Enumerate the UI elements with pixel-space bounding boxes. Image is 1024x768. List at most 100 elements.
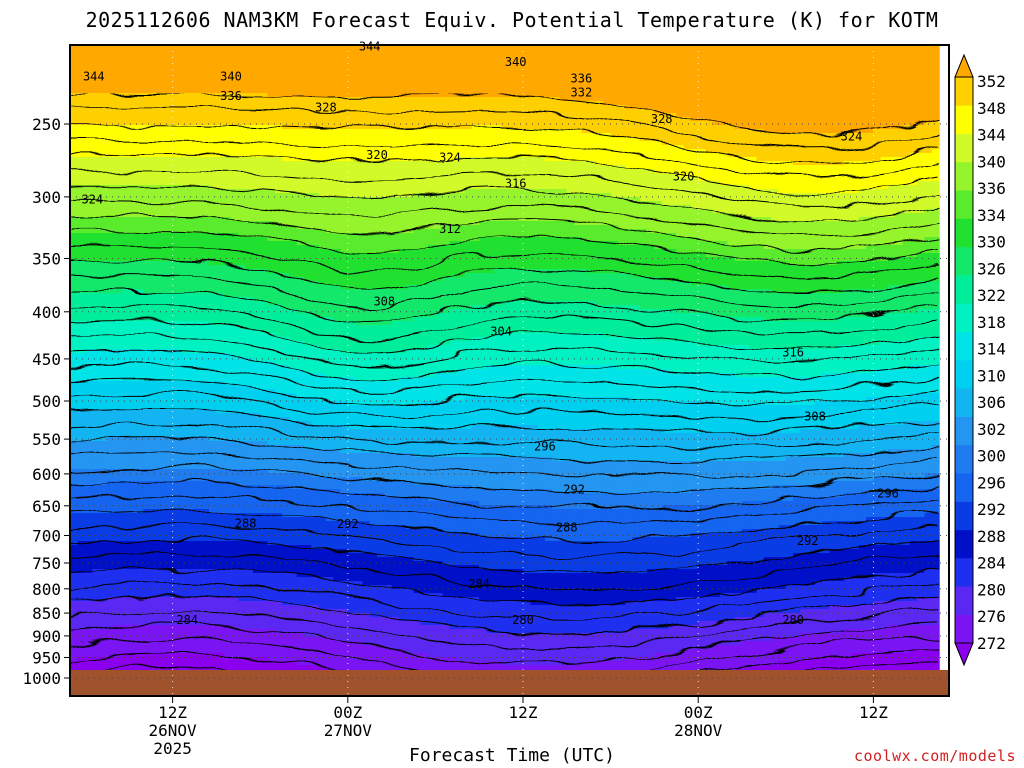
- field-cell: [85, 105, 93, 110]
- field-cell: [92, 177, 101, 182]
- field-cell: [201, 653, 210, 658]
- field-cell: [158, 185, 166, 190]
- field-cell: [201, 285, 210, 290]
- field-cell: [274, 249, 283, 254]
- field-cell: [187, 553, 196, 558]
- field-cell: [165, 549, 174, 554]
- field-cell: [245, 125, 254, 130]
- field-cell: [77, 325, 86, 330]
- field-cell: [150, 449, 159, 454]
- field-cell: [194, 301, 203, 306]
- field-cell: [194, 45, 203, 50]
- field-cell: [252, 633, 261, 638]
- field-cell: [92, 109, 101, 114]
- field-cell: [267, 281, 276, 286]
- field-cell: [274, 589, 283, 594]
- field-cell: [223, 281, 232, 286]
- field-cell: [223, 401, 232, 406]
- field-cell: [179, 217, 188, 222]
- field-cell: [136, 53, 144, 58]
- field-cell: [194, 405, 203, 410]
- field-cell: [231, 137, 239, 142]
- field-cell: [252, 637, 261, 642]
- field-cell: [274, 605, 283, 610]
- field-cell: [114, 545, 123, 550]
- field-cell: [231, 345, 239, 350]
- field-cell: [223, 501, 232, 506]
- field-cell: [172, 533, 181, 538]
- field-cell: [128, 589, 137, 594]
- field-cell: [158, 145, 166, 150]
- field-cell: [172, 281, 181, 286]
- field-cell: [106, 209, 115, 214]
- field-cell: [165, 469, 174, 474]
- field-cell: [114, 49, 123, 54]
- field-cell: [92, 269, 101, 274]
- field-cell: [209, 665, 217, 670]
- field-cell: [99, 173, 108, 178]
- field-cell: [136, 361, 144, 366]
- field-cell: [92, 473, 101, 478]
- field-cell: [223, 513, 232, 518]
- field-cell: [136, 69, 144, 74]
- field-cell: [106, 617, 115, 622]
- field-cell: [245, 341, 254, 346]
- field-cell: [245, 589, 254, 594]
- field-cell: [172, 569, 181, 574]
- field-cell: [252, 129, 261, 134]
- field-cell: [85, 313, 93, 318]
- field-cell: [114, 181, 123, 186]
- field-cell: [77, 117, 86, 122]
- field-cell: [165, 513, 174, 518]
- field-cell: [77, 201, 86, 206]
- field-cell: [216, 629, 225, 634]
- field-cell: [172, 201, 181, 206]
- field-cell: [216, 257, 225, 262]
- field-cell: [238, 385, 247, 390]
- field-cell: [136, 277, 144, 282]
- field-cell: [70, 185, 79, 190]
- field-cell: [165, 341, 174, 346]
- field-cell: [121, 573, 130, 578]
- field-cell: [209, 293, 217, 298]
- field-cell: [114, 429, 123, 434]
- field-cell: [172, 513, 181, 518]
- field-cell: [158, 45, 166, 50]
- field-cell: [121, 193, 130, 198]
- field-cell: [114, 405, 123, 410]
- field-cell: [260, 493, 269, 498]
- field-cell: [121, 617, 130, 622]
- field-cell: [172, 277, 181, 282]
- field-cell: [252, 69, 261, 74]
- field-cell: [187, 277, 196, 282]
- field-cell: [136, 541, 144, 546]
- field-cell: [194, 157, 203, 162]
- field-cell: [252, 257, 261, 262]
- field-cell: [143, 81, 152, 86]
- field-cell: [194, 481, 203, 486]
- field-cell: [128, 217, 137, 222]
- field-cell: [179, 549, 188, 554]
- field-cell: [70, 593, 79, 598]
- field-cell: [136, 261, 144, 266]
- field-cell: [194, 297, 203, 302]
- field-cell: [99, 177, 108, 182]
- field-cell: [172, 261, 181, 266]
- field-cell: [165, 345, 174, 350]
- field-cell: [106, 297, 115, 302]
- field-cell: [150, 597, 159, 602]
- field-cell: [172, 585, 181, 590]
- field-cell: [106, 501, 115, 506]
- field-cell: [216, 209, 225, 214]
- field-cell: [245, 225, 254, 230]
- field-cell: [252, 665, 261, 670]
- field-cell: [99, 105, 108, 110]
- field-cell: [282, 349, 290, 354]
- field-cell: [92, 213, 101, 218]
- field-cell: [260, 229, 269, 234]
- field-cell: [216, 525, 225, 530]
- field-cell: [274, 565, 283, 570]
- field-cell: [150, 521, 159, 526]
- field-cell: [77, 209, 86, 214]
- field-cell: [267, 413, 276, 418]
